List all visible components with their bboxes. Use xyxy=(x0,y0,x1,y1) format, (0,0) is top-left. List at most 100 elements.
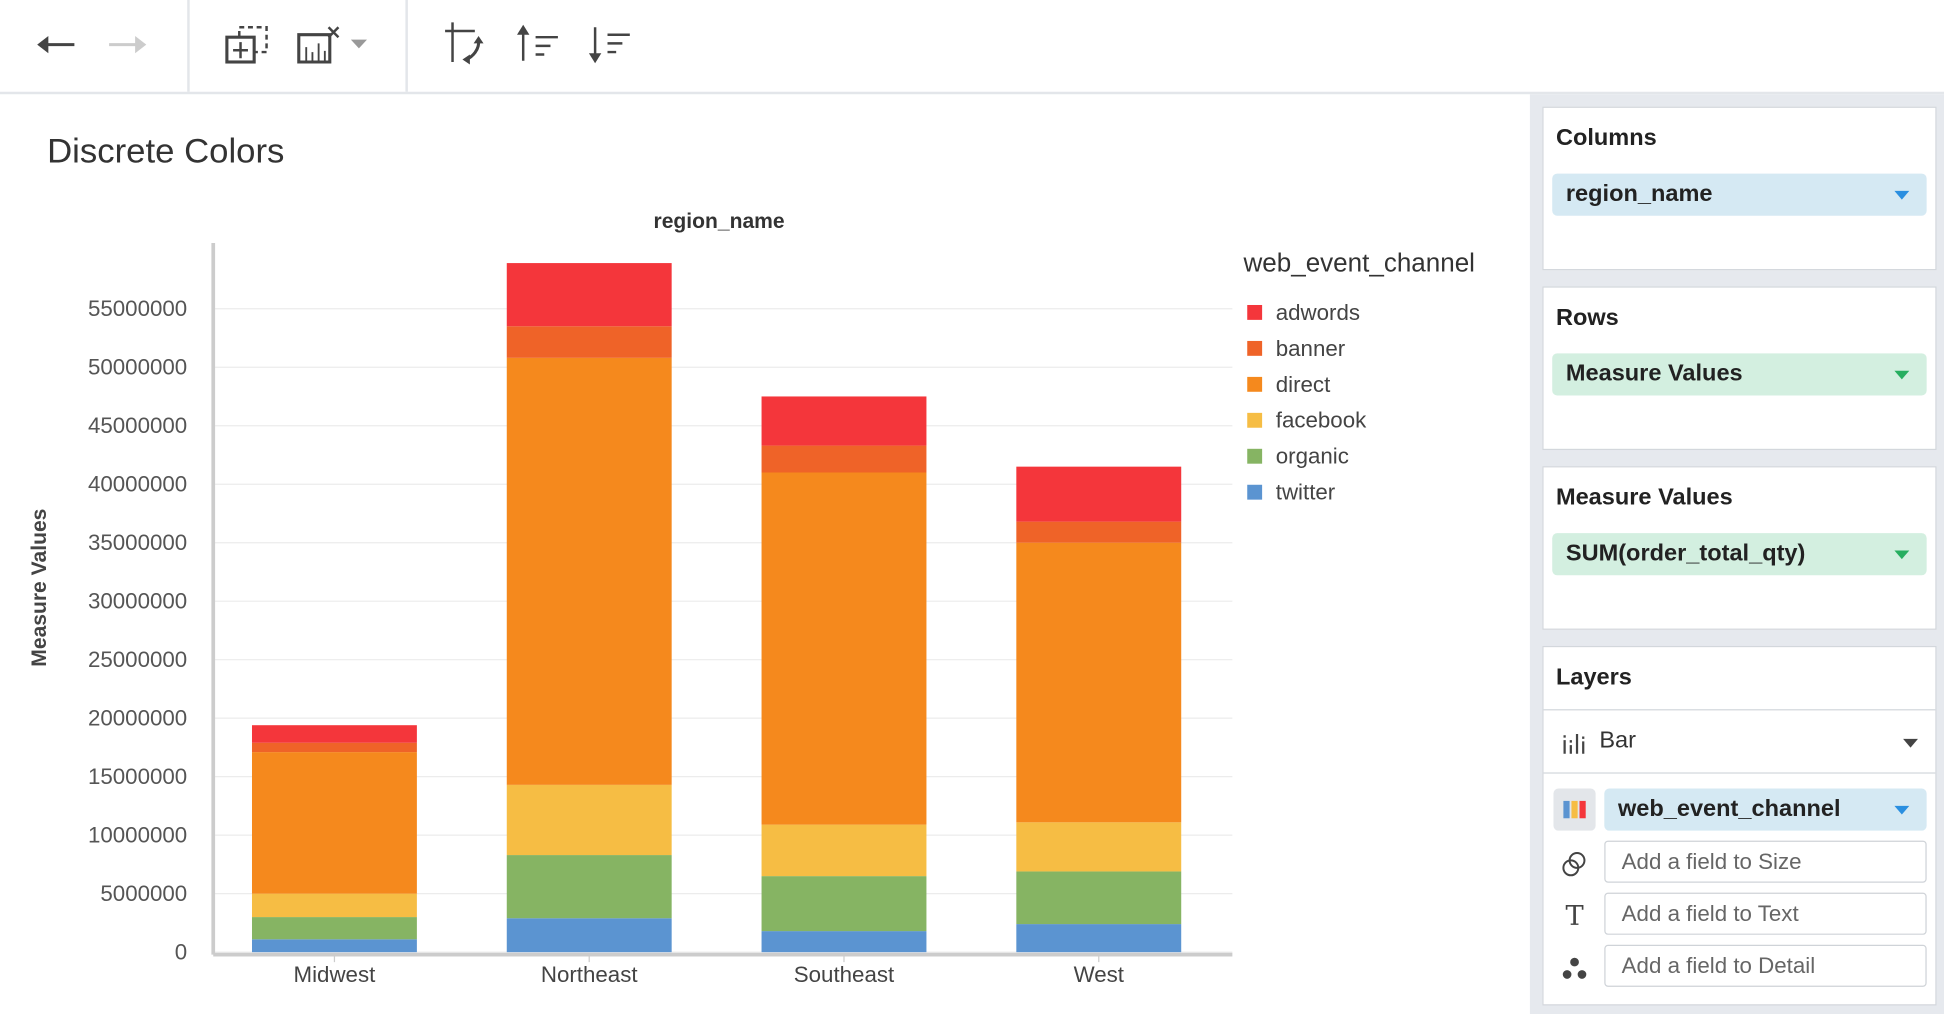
rows-shelf: Rows Measure Values xyxy=(1542,286,1937,451)
bar-segment-organic xyxy=(506,855,672,919)
bar-segment-direct xyxy=(506,357,672,785)
bar-segment-facebook xyxy=(1016,822,1182,872)
legend-swatch-direct xyxy=(1247,376,1263,392)
clear-chart-button[interactable] xyxy=(295,22,345,67)
y-tick-label: 30000000 xyxy=(88,589,187,614)
y-tick-label: 55000000 xyxy=(88,296,187,321)
rows-pill-label: Measure Values xyxy=(1565,360,1743,387)
layers-panel: Layers Bar web_event_channel Add a field… xyxy=(1542,645,1937,1006)
bar-chart-icon xyxy=(1563,733,1585,754)
measure-values-shelf: Measure Values SUM(order_total_qty) xyxy=(1542,466,1937,630)
bar-segment-direct xyxy=(251,752,417,894)
bar-segment-organic xyxy=(251,917,417,940)
size-mark-icon xyxy=(1556,846,1593,883)
shelf-sidebar: Columns region_name Rows Measure Values … xyxy=(1529,94,1944,1014)
legend-swatch-facebook xyxy=(1247,412,1263,428)
bar-segment-direct xyxy=(1016,542,1182,823)
bar-segment-adwords xyxy=(1016,466,1182,522)
sort-descending-button[interactable] xyxy=(585,22,635,67)
bar-segment-facebook xyxy=(761,824,927,877)
measure-values-heading: Measure Values xyxy=(1555,484,1733,511)
y-tick-label: 15000000 xyxy=(88,764,187,789)
x-tick-label: Northeast xyxy=(541,962,638,987)
bar-segment-banner xyxy=(1016,521,1182,543)
mark-type-select[interactable]: Bar xyxy=(1544,710,1936,772)
stacked-bar-chart: 0 5000000 10000000 15000000 20000000 25000000… xyxy=(28,210,1475,987)
columns-shelf: Columns region_name xyxy=(1542,106,1937,271)
y-tick-label: 5000000 xyxy=(100,881,187,906)
color-field-pill[interactable]: web_event_channel xyxy=(1604,788,1927,831)
back-button[interactable] xyxy=(31,22,81,67)
legend-label-direct: direct xyxy=(1276,372,1331,397)
clear-chart-dropdown[interactable] xyxy=(337,22,382,67)
toolbar-divider xyxy=(405,0,408,92)
measure-values-pill[interactable]: SUM(order_total_qty) xyxy=(1552,533,1927,576)
y-tick-label: 45000000 xyxy=(88,413,187,438)
legend-swatch-banner xyxy=(1247,340,1263,356)
toolbar xyxy=(0,0,1944,95)
columns-pill[interactable]: region_name xyxy=(1552,173,1927,216)
rows-pill[interactable]: Measure Values xyxy=(1552,353,1927,396)
color-field-label: web_event_channel xyxy=(1617,795,1841,822)
text-field-input[interactable]: Add a field to Text xyxy=(1604,892,1927,935)
sort-ascending-button[interactable] xyxy=(513,22,563,67)
columns-pill-label: region_name xyxy=(1565,181,1713,208)
swap-axes-button[interactable] xyxy=(443,22,493,67)
bar-segment-twitter xyxy=(251,939,417,953)
divider xyxy=(1543,709,1936,711)
bar-segment-twitter xyxy=(761,931,927,953)
dropdown-caret-icon xyxy=(350,39,367,49)
chart-area: Discrete Colors 0 5000000 10000000 15000000… xyxy=(0,94,1530,1014)
toolbar-divider xyxy=(187,0,190,92)
bar-segment-adwords xyxy=(251,725,417,743)
legend-label-banner: banner xyxy=(1276,336,1346,361)
bar-segment-direct xyxy=(761,472,927,825)
y-axis-label: Measure Values xyxy=(28,509,51,667)
chevron-down-icon[interactable] xyxy=(1894,370,1910,380)
bar-segment-banner xyxy=(251,742,417,753)
bar-segment-adwords xyxy=(506,263,672,327)
divider xyxy=(1543,772,1936,774)
bar-segment-banner xyxy=(506,326,672,358)
y-tick-label: 40000000 xyxy=(88,472,187,497)
legend-label-twitter: twitter xyxy=(1276,480,1336,505)
mark-type-label: Bar xyxy=(1599,727,1637,754)
legend-swatch-organic xyxy=(1247,448,1263,464)
page-title: Discrete Colors xyxy=(47,131,285,170)
bar-segment-adwords xyxy=(761,396,927,446)
detail-field-input[interactable]: Add a field to Detail xyxy=(1604,944,1927,987)
bar-segment-twitter xyxy=(506,918,672,953)
y-tick-label: 0 xyxy=(175,940,187,965)
sort-descending-icon xyxy=(588,27,630,64)
chevron-down-icon[interactable] xyxy=(1903,738,1918,748)
legend-label-facebook: facebook xyxy=(1276,408,1367,433)
forward-button[interactable] xyxy=(103,22,153,67)
chevron-down-icon[interactable] xyxy=(1894,805,1910,815)
color-mark-button[interactable] xyxy=(1553,788,1596,831)
back-arrow-icon xyxy=(37,35,75,54)
chevron-down-icon[interactable] xyxy=(1894,190,1910,200)
legend-swatch-adwords xyxy=(1247,304,1263,320)
y-tick-label: 25000000 xyxy=(88,647,187,672)
add-chart-icon xyxy=(225,26,268,64)
layers-heading: Layers xyxy=(1555,664,1632,691)
size-field-input[interactable]: Add a field to Size xyxy=(1604,840,1927,883)
chart-title: region_name xyxy=(654,210,785,233)
bar-segment-twitter xyxy=(1016,924,1182,953)
clear-chart-icon xyxy=(297,26,340,64)
bar-segment-organic xyxy=(1016,871,1182,925)
bar-segment-organic xyxy=(761,876,927,932)
add-chart-button[interactable] xyxy=(223,22,273,67)
bar-segment-facebook xyxy=(506,784,672,856)
x-tick-label: Midwest xyxy=(294,962,377,987)
detail-mark-icon xyxy=(1556,950,1593,987)
color-icon xyxy=(1563,800,1586,819)
y-tick-label: 50000000 xyxy=(88,355,187,380)
chevron-down-icon[interactable] xyxy=(1894,550,1910,560)
legend-swatch-twitter xyxy=(1247,484,1263,500)
bar-segment-facebook xyxy=(251,893,417,918)
legend-label-adwords: adwords xyxy=(1276,300,1360,325)
y-tick-label: 35000000 xyxy=(88,530,187,555)
forward-arrow-icon xyxy=(109,35,147,54)
